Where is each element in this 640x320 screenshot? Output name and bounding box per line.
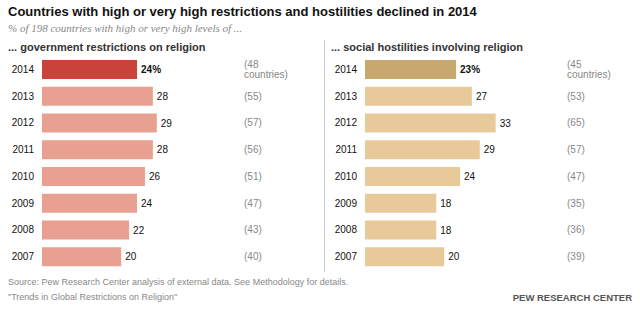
svg-text:(48countries): (48countries) — [244, 59, 288, 80]
svg-text:(39): (39) — [567, 251, 585, 262]
html-text:% of 198 countries with high o: % of 198 countries with high or very hig… — [8, 22, 242, 34]
svg-text:(57): (57) — [244, 117, 262, 128]
svg-text:2009: 2009 — [12, 198, 35, 209]
svg-text:(47): (47) — [567, 171, 585, 182]
html-text:Countries with high or very hi: Countries with high or very high restric… — [8, 4, 477, 19]
svg-text:18: 18 — [440, 198, 452, 209]
svg-text:(47): (47) — [244, 198, 262, 209]
svg-text:(40): (40) — [244, 251, 262, 262]
svg-text:2008: 2008 — [12, 224, 35, 235]
svg-text:2011: 2011 — [12, 144, 34, 155]
svg-text:(43): (43) — [244, 224, 262, 235]
svg-text:(65): (65) — [567, 117, 585, 128]
svg-text:2010: 2010 — [12, 171, 35, 182]
svg-text:24: 24 — [141, 198, 153, 209]
svg-text:29: 29 — [484, 144, 496, 155]
svg-text:2013: 2013 — [12, 91, 35, 102]
svg-text:2007: 2007 — [12, 251, 35, 262]
svg-text:2012: 2012 — [12, 117, 35, 128]
html-text:... social hostilities involvi: ... social hostilities involving religio… — [331, 41, 523, 53]
svg-text:24: 24 — [464, 171, 476, 182]
svg-text:(35): (35) — [567, 198, 585, 209]
svg-text:(56): (56) — [244, 144, 262, 155]
html-text:... government restrictions on: ... government restrictions on religion — [8, 41, 206, 53]
html-text:PEW RESEARCH CENTER: PEW RESEARCH CENTER — [512, 292, 632, 303]
html-text:"Trends in Global Restrictions: "Trends in Global Restrictions on Religi… — [8, 292, 178, 302]
svg-text:2012: 2012 — [335, 117, 358, 128]
svg-text:20: 20 — [125, 251, 137, 262]
svg-text:2013: 2013 — [335, 91, 358, 102]
svg-text:2014: 2014 — [12, 64, 35, 75]
svg-text:33: 33 — [500, 118, 512, 129]
svg-text:18: 18 — [440, 225, 452, 236]
svg-text:(45countries): (45countries) — [567, 59, 611, 80]
html-text:Source: Pew Research Center an: Source: Pew Research Center analysis of … — [8, 277, 349, 287]
svg-text:27: 27 — [476, 91, 488, 102]
svg-text:2014: 2014 — [335, 64, 358, 75]
svg-text:2007: 2007 — [335, 251, 358, 262]
svg-text:28: 28 — [157, 91, 169, 102]
svg-text:24%: 24% — [141, 64, 161, 75]
svg-text:(36): (36) — [567, 224, 585, 235]
svg-text:(51): (51) — [244, 171, 262, 182]
svg-text:28: 28 — [157, 144, 169, 155]
svg-text:22: 22 — [133, 225, 145, 236]
svg-text:(57): (57) — [567, 144, 585, 155]
svg-text:23%: 23% — [460, 64, 480, 75]
svg-text:20: 20 — [448, 251, 460, 262]
svg-text:26: 26 — [149, 171, 161, 182]
svg-text:2011: 2011 — [335, 144, 357, 155]
svg-text:2008: 2008 — [335, 224, 358, 235]
svg-text:(55): (55) — [244, 91, 262, 102]
svg-text:29: 29 — [161, 118, 173, 129]
svg-text:2009: 2009 — [335, 198, 358, 209]
svg-text:2010: 2010 — [335, 171, 358, 182]
svg-text:(53): (53) — [567, 91, 585, 102]
